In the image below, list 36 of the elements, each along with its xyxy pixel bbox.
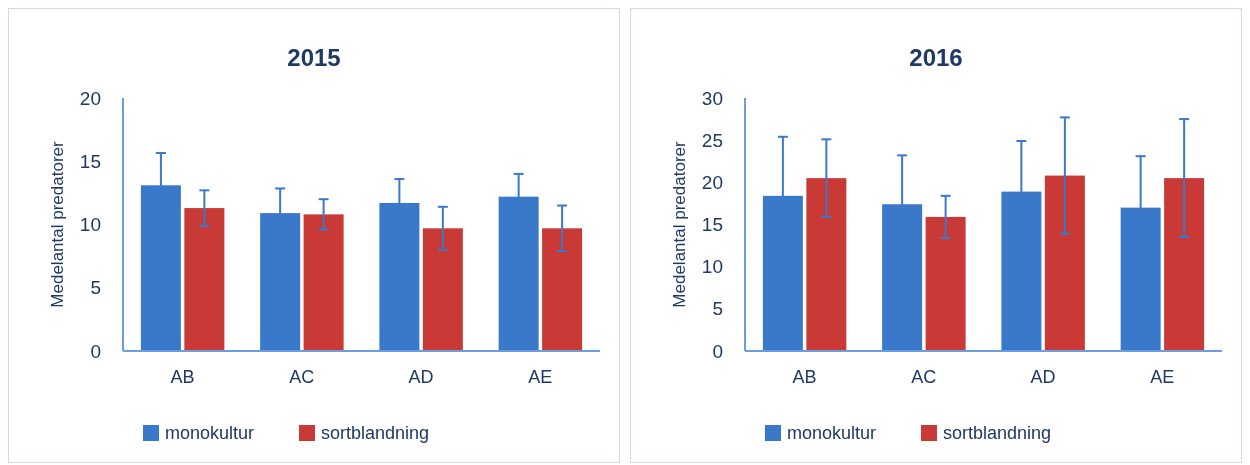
y-tick-label: 5 — [90, 277, 101, 299]
y-axis-title: Medelantal predatorer — [48, 141, 67, 308]
bar — [806, 178, 847, 351]
x-tick-label: AD — [408, 367, 434, 387]
y-axis-title: Medelantal predatorer — [670, 141, 689, 308]
bar — [303, 214, 344, 351]
chart-title: 2015 — [287, 44, 341, 71]
x-tick-label: AB — [792, 367, 817, 387]
y-tick-label: 5 — [712, 298, 723, 320]
chart-title: 2016 — [909, 44, 963, 71]
x-tick-label: AE — [1150, 367, 1175, 387]
y-tick-label: 15 — [79, 150, 101, 172]
bar — [422, 228, 463, 351]
y-tick-label: 20 — [79, 87, 101, 109]
x-tick-label: AB — [170, 367, 195, 387]
y-tick-label: 30 — [701, 87, 723, 109]
x-tick-label: AC — [911, 367, 937, 387]
y-tick-label: 25 — [701, 129, 723, 151]
legend-label: monokultur — [165, 423, 255, 444]
y-tick-label: 15 — [701, 214, 723, 236]
x-tick-label: AE — [528, 367, 553, 387]
y-tick-label: 10 — [79, 214, 101, 236]
x-tick-label: AC — [289, 367, 315, 387]
y-tick-label: 0 — [712, 340, 723, 362]
legend-label: sortblandning — [321, 423, 430, 444]
y-tick-label: 20 — [701, 171, 723, 193]
legend-label: sortblandning — [943, 423, 1052, 444]
y-tick-label: 0 — [90, 340, 101, 362]
bar — [542, 228, 583, 351]
bar — [184, 208, 225, 351]
y-tick-label: 10 — [701, 256, 723, 278]
legend-label: monokultur — [787, 423, 877, 444]
bar — [925, 216, 966, 351]
x-tick-label: AD — [1030, 367, 1056, 387]
bar — [1164, 178, 1205, 351]
bar — [1044, 175, 1085, 351]
